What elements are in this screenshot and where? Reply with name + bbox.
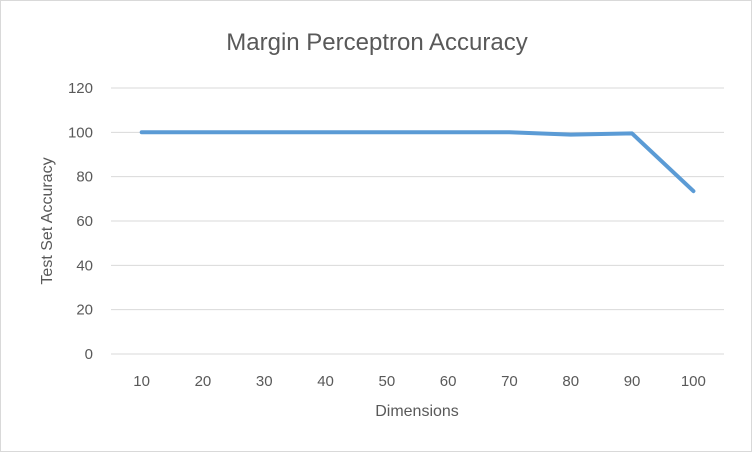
x-tick-label: 50	[379, 373, 396, 390]
x-tick-label: 80	[562, 373, 579, 390]
y-tick-label: 40	[76, 257, 93, 274]
gridlines	[111, 87, 724, 355]
y-tick-label: 80	[76, 169, 93, 186]
x-tick-label: 100	[681, 373, 706, 390]
series-line-0	[139, 130, 696, 194]
x-tick-label: 70	[501, 373, 518, 390]
x-tick-label: 90	[624, 373, 641, 390]
y-tick-label: 20	[76, 302, 93, 319]
x-tick-label: 40	[317, 373, 334, 390]
x-tick-label: 30	[256, 373, 273, 390]
series-layer	[139, 130, 696, 194]
x-axis-ticks: 10 20 30 40 50 60 70 80 90 100	[133, 373, 706, 390]
y-axis-title: Test Set Accuracy	[39, 157, 56, 284]
x-axis-title: Dimensions	[375, 403, 459, 420]
y-tick-label: 60	[76, 213, 93, 230]
y-axis-ticks: 0 20 40 60 80 100 120	[68, 80, 93, 363]
x-tick-label: 60	[440, 373, 457, 390]
chart-title: Margin Perceptron Accuracy	[226, 29, 527, 56]
x-tick-label: 10	[133, 373, 150, 390]
y-tick-label: 100	[68, 124, 93, 141]
y-tick-label: 120	[68, 80, 93, 97]
x-tick-label: 20	[195, 373, 212, 390]
y-tick-label: 0	[85, 346, 93, 363]
